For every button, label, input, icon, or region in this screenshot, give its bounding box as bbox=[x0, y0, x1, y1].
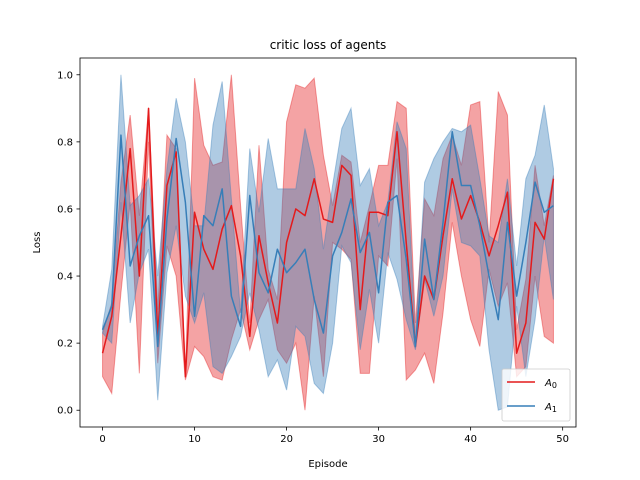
y-tick-label: 0.2 bbox=[57, 339, 73, 350]
x-tick-label: 30 bbox=[372, 434, 385, 445]
chart-title: critic loss of agents bbox=[270, 38, 387, 52]
confidence-bands bbox=[102, 74, 554, 411]
x-tick-label: 20 bbox=[280, 434, 293, 445]
plot-frame bbox=[79, 57, 577, 428]
y-tick-label: 1.0 bbox=[57, 70, 73, 81]
series-line-1 bbox=[101, 131, 554, 348]
x-tick-label: 40 bbox=[464, 434, 477, 445]
y-tick-label: 0.6 bbox=[57, 204, 73, 215]
legend: A0 A1 bbox=[501, 368, 571, 422]
legend-label-1: A1 bbox=[544, 402, 557, 414]
confidence-band-0 bbox=[102, 74, 554, 411]
x-tick-label: 0 bbox=[99, 434, 105, 445]
y-tick-label: 0.0 bbox=[57, 406, 73, 417]
legend-label-0: A0 bbox=[544, 378, 557, 390]
y-axis: 0.0 0.2 0.4 0.6 0.8 1.0 bbox=[57, 70, 80, 417]
legend-frame bbox=[501, 368, 571, 422]
series-lines bbox=[101, 107, 555, 378]
y-axis-label: Loss bbox=[32, 232, 43, 254]
y-tick-label: 0.8 bbox=[57, 137, 73, 148]
x-tick-label: 10 bbox=[188, 434, 201, 445]
x-tick-label: 50 bbox=[556, 434, 569, 445]
x-axis: 0 10 20 30 40 50 bbox=[99, 427, 569, 445]
y-tick-label: 0.4 bbox=[57, 272, 73, 283]
x-axis-label: Episode bbox=[308, 459, 347, 470]
